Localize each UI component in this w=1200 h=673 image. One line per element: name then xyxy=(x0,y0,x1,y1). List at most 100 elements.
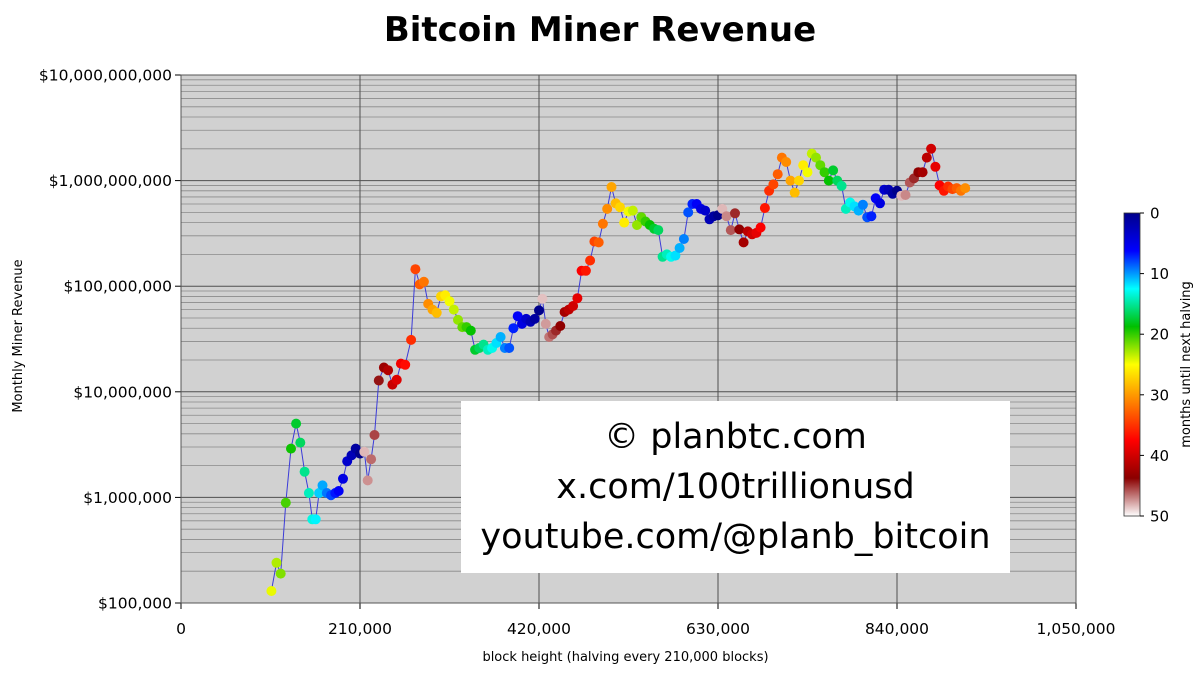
data-point xyxy=(606,182,617,192)
data-point xyxy=(772,169,783,180)
data-point xyxy=(333,486,344,496)
data-point xyxy=(275,568,286,579)
data-point xyxy=(391,374,402,385)
data-point xyxy=(540,318,551,329)
data-point xyxy=(683,207,694,218)
colorbar-tick-label: 10 xyxy=(1150,265,1169,283)
data-point xyxy=(730,208,740,219)
data-point xyxy=(555,321,566,331)
data-point xyxy=(529,313,540,324)
data-point xyxy=(836,180,847,191)
data-point xyxy=(580,265,591,276)
data-point xyxy=(568,301,579,311)
data-points xyxy=(266,143,971,596)
x-tick-label: 1,050,000 xyxy=(1037,620,1116,638)
data-point xyxy=(632,220,642,230)
y-axis-ticks: $100,000 $1,000,000 $10,000,000 $100,000,00… xyxy=(39,67,181,613)
data-point xyxy=(271,557,282,568)
data-point xyxy=(823,175,834,186)
colorbar-tick-label: 0 xyxy=(1150,205,1160,223)
chart-title: Bitcoin Miner Revenue xyxy=(383,10,817,50)
data-point xyxy=(755,222,766,233)
x-tick-label: 840,000 xyxy=(865,620,929,638)
y-axis-label: Monthly Miner Revenue xyxy=(11,259,26,412)
data-point xyxy=(444,296,455,307)
watermark-line-youtube: youtube.com/@planb_bitcoin xyxy=(480,517,991,557)
y-tick-label: $1,000,000,000 xyxy=(49,172,172,190)
data-point xyxy=(811,152,821,163)
data-point xyxy=(299,466,310,477)
colorbar-tick-label: 30 xyxy=(1150,386,1169,404)
data-point xyxy=(926,143,937,154)
data-point xyxy=(768,179,779,190)
data-point xyxy=(789,187,800,198)
watermark-line-x: x.com/100trillionusd xyxy=(556,467,915,507)
x-tick-label: 0 xyxy=(176,620,186,638)
data-point xyxy=(857,199,868,210)
data-point xyxy=(317,480,328,491)
data-point xyxy=(295,437,306,448)
data-point xyxy=(759,203,770,213)
data-point xyxy=(359,446,370,457)
data-point xyxy=(785,175,796,186)
data-point xyxy=(362,475,373,486)
data-point xyxy=(418,276,429,287)
data-point xyxy=(674,243,685,253)
data-point xyxy=(537,293,548,304)
data-point xyxy=(280,497,291,508)
data-point xyxy=(314,488,325,498)
data-point xyxy=(383,365,394,376)
data-point xyxy=(717,203,728,214)
colorbar-ticks: 0 10 20 30 40 50 xyxy=(1140,205,1169,526)
y-tick-label: $1,000,000 xyxy=(83,489,172,507)
data-point xyxy=(366,454,377,465)
data-point xyxy=(670,250,681,261)
data-point xyxy=(572,293,583,304)
data-point xyxy=(448,304,459,315)
data-point xyxy=(960,183,971,194)
data-point xyxy=(619,217,630,228)
data-point xyxy=(734,224,745,235)
data-point xyxy=(921,152,932,163)
y-tick-label: $100,000 xyxy=(98,595,172,613)
data-point xyxy=(585,255,596,266)
data-point xyxy=(678,234,689,244)
data-point xyxy=(338,473,348,484)
data-point xyxy=(286,443,296,454)
data-point xyxy=(400,359,411,370)
data-point xyxy=(406,334,417,345)
data-point xyxy=(291,418,302,429)
x-tick-label: 630,000 xyxy=(686,620,750,638)
data-point xyxy=(310,514,321,525)
colorbar xyxy=(1123,212,1141,517)
y-tick-label: $10,000,000 xyxy=(73,383,172,401)
data-point xyxy=(828,165,839,176)
data-point xyxy=(738,237,749,248)
data-point xyxy=(266,586,277,596)
data-point xyxy=(597,218,608,229)
data-point xyxy=(700,205,711,216)
data-point xyxy=(725,225,736,236)
data-point xyxy=(504,343,515,353)
data-point xyxy=(802,167,813,178)
data-point xyxy=(615,202,625,213)
colorbar-tick-label: 50 xyxy=(1150,508,1169,526)
data-point xyxy=(534,305,544,316)
x-tick-label: 420,000 xyxy=(507,620,571,638)
data-point xyxy=(930,161,941,172)
y-tick-label: $100,000,000 xyxy=(64,278,172,296)
watermark-box: © planbtc.com x.com/100trillionusd youtu… xyxy=(461,401,1010,573)
x-tick-label: 210,000 xyxy=(328,620,392,638)
data-point xyxy=(369,430,380,440)
data-point xyxy=(900,190,911,200)
data-point xyxy=(431,307,442,318)
data-point xyxy=(512,311,523,322)
data-point xyxy=(410,264,421,275)
data-point xyxy=(495,332,506,342)
plot-border xyxy=(180,74,1077,604)
data-point xyxy=(781,157,792,167)
data-point xyxy=(303,488,314,498)
data-point xyxy=(508,323,519,334)
data-point xyxy=(373,375,384,386)
